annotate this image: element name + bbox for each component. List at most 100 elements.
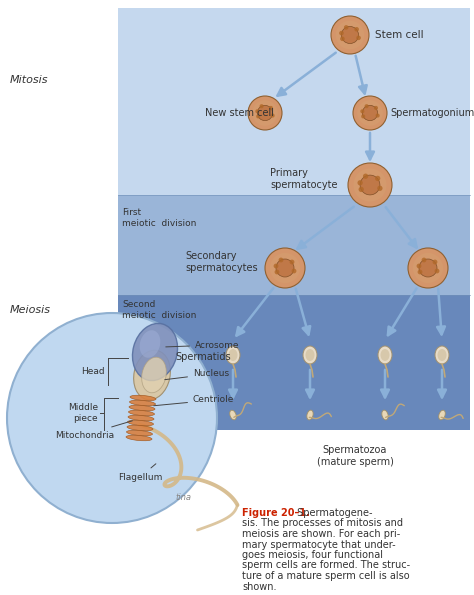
Circle shape — [375, 176, 380, 181]
Circle shape — [257, 105, 273, 121]
Circle shape — [276, 259, 294, 277]
Ellipse shape — [230, 410, 237, 420]
Ellipse shape — [128, 415, 154, 421]
Circle shape — [248, 96, 282, 130]
Text: Flagellum: Flagellum — [118, 464, 163, 481]
Text: shown.: shown. — [242, 581, 276, 591]
Ellipse shape — [127, 430, 153, 436]
Text: Stem cell: Stem cell — [375, 30, 424, 40]
Text: Spermatids: Spermatids — [175, 352, 231, 362]
Circle shape — [375, 114, 380, 118]
Ellipse shape — [381, 349, 390, 361]
Circle shape — [433, 259, 438, 264]
Circle shape — [279, 258, 283, 262]
Circle shape — [270, 253, 300, 283]
Text: tina: tina — [175, 493, 191, 502]
Circle shape — [271, 114, 275, 118]
Circle shape — [362, 105, 378, 121]
Text: Spermatogonium: Spermatogonium — [390, 108, 474, 118]
Circle shape — [421, 258, 427, 262]
Circle shape — [374, 106, 378, 110]
Ellipse shape — [128, 420, 154, 426]
Text: New stem cell: New stem cell — [205, 108, 274, 118]
Circle shape — [274, 270, 279, 274]
Circle shape — [273, 264, 278, 268]
Circle shape — [363, 174, 368, 179]
Circle shape — [361, 114, 365, 118]
Text: Mitochondria: Mitochondria — [55, 421, 132, 440]
Ellipse shape — [307, 410, 313, 420]
Text: mary spermatocyte that under-: mary spermatocyte that under- — [242, 540, 396, 550]
Circle shape — [340, 36, 345, 41]
Text: sis. The processes of mitosis and: sis. The processes of mitosis and — [242, 518, 403, 528]
Circle shape — [269, 106, 273, 110]
Circle shape — [341, 26, 358, 43]
Ellipse shape — [303, 346, 317, 364]
Ellipse shape — [142, 357, 166, 393]
Circle shape — [360, 175, 380, 195]
Circle shape — [418, 270, 422, 274]
Circle shape — [435, 268, 439, 273]
Ellipse shape — [134, 350, 170, 400]
Ellipse shape — [435, 346, 449, 364]
Text: sperm cells are formed. The struc-: sperm cells are formed. The struc- — [242, 560, 410, 571]
Text: Second
meiotic  division: Second meiotic division — [122, 300, 196, 320]
Circle shape — [331, 16, 369, 54]
Ellipse shape — [132, 324, 178, 381]
Text: Figure 20–1.: Figure 20–1. — [242, 508, 310, 518]
Circle shape — [344, 25, 348, 30]
Text: Spermatozoa
(mature sperm): Spermatozoa (mature sperm) — [317, 445, 393, 466]
Circle shape — [419, 259, 437, 277]
Circle shape — [413, 253, 443, 283]
Circle shape — [377, 186, 383, 191]
Text: Nucleus: Nucleus — [165, 369, 229, 380]
Text: Head: Head — [82, 367, 105, 375]
Circle shape — [292, 268, 296, 273]
Text: Spermatogene-: Spermatogene- — [294, 508, 373, 518]
Ellipse shape — [439, 410, 445, 420]
Ellipse shape — [140, 330, 160, 358]
Text: meiosis are shown. For each pri-: meiosis are shown. For each pri- — [242, 529, 400, 539]
Circle shape — [365, 104, 369, 108]
Text: Meiosis: Meiosis — [10, 305, 51, 315]
Circle shape — [260, 104, 264, 108]
Text: goes meiosis, four functional: goes meiosis, four functional — [242, 550, 383, 560]
Circle shape — [256, 114, 260, 118]
Text: First
meiotic  division: First meiotic division — [122, 208, 196, 228]
Ellipse shape — [127, 425, 153, 431]
Circle shape — [7, 313, 217, 523]
Circle shape — [408, 248, 448, 288]
Circle shape — [357, 180, 363, 186]
Circle shape — [360, 109, 365, 113]
Circle shape — [336, 21, 364, 49]
Circle shape — [417, 264, 421, 268]
Ellipse shape — [129, 400, 155, 406]
FancyBboxPatch shape — [118, 295, 470, 430]
Circle shape — [265, 248, 305, 288]
Ellipse shape — [130, 395, 156, 401]
Ellipse shape — [382, 410, 388, 420]
Ellipse shape — [126, 436, 152, 441]
Circle shape — [348, 163, 392, 207]
Circle shape — [357, 100, 383, 126]
Text: Secondary
spermatocytes: Secondary spermatocytes — [185, 251, 258, 273]
Circle shape — [339, 31, 344, 35]
FancyBboxPatch shape — [118, 8, 470, 195]
Ellipse shape — [228, 349, 237, 361]
Text: Mitosis: Mitosis — [10, 75, 48, 85]
Circle shape — [358, 187, 364, 192]
Text: ture of a mature sperm cell is also: ture of a mature sperm cell is also — [242, 571, 410, 581]
Ellipse shape — [226, 346, 240, 364]
Circle shape — [355, 27, 359, 32]
Ellipse shape — [306, 349, 315, 361]
Text: Primary
spermatocyte: Primary spermatocyte — [270, 168, 337, 190]
Circle shape — [353, 96, 387, 130]
Circle shape — [252, 100, 278, 126]
Ellipse shape — [129, 405, 155, 411]
Text: Acrosome: Acrosome — [166, 340, 239, 349]
Text: Centriole: Centriole — [154, 396, 234, 406]
Ellipse shape — [438, 349, 447, 361]
Circle shape — [255, 109, 259, 113]
Text: Middle
piece: Middle piece — [68, 403, 98, 422]
Ellipse shape — [378, 346, 392, 364]
